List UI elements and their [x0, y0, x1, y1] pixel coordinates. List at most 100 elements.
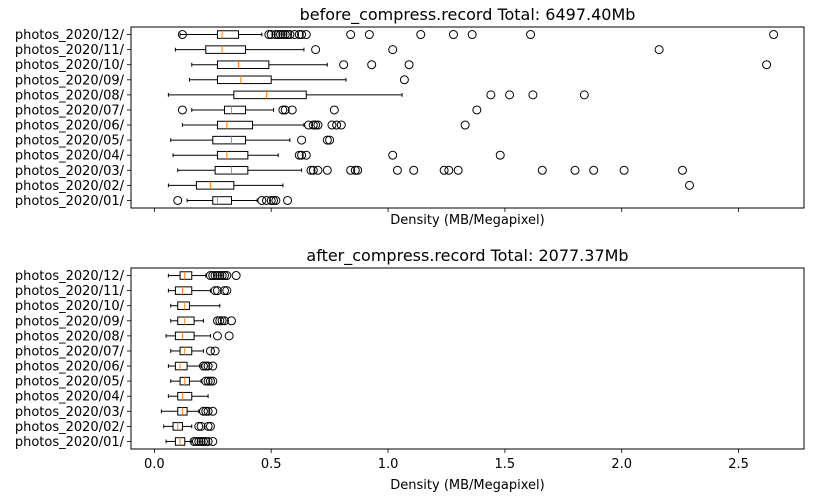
flier-point: [198, 361, 208, 371]
flier-point: [194, 421, 204, 431]
flier-point: [287, 105, 297, 115]
flier-point: [448, 30, 458, 40]
y-tick-label: photos_2020/04/: [15, 390, 125, 405]
flier-point: [212, 316, 222, 326]
flier-point: [570, 165, 580, 175]
flier-point: [212, 286, 222, 296]
flier-point: [364, 30, 374, 40]
flier-point: [404, 60, 414, 70]
flier-point: [208, 361, 218, 371]
flier-point: [271, 195, 281, 205]
y-tick-label: photos_2020/12/: [15, 28, 125, 43]
box: [216, 120, 254, 130]
y-tick-label: photos_2020/05/: [15, 375, 125, 390]
flier-point: [217, 271, 227, 281]
flier-point: [222, 271, 232, 281]
flier-point: [311, 120, 321, 130]
flier-point: [257, 195, 267, 205]
flier-point: [210, 286, 220, 296]
flier-point: [346, 30, 356, 40]
flier-point: [219, 316, 229, 326]
flier-point: [346, 165, 356, 175]
y-tick-label: photos_2020/03/: [15, 164, 125, 179]
flier-point: [526, 30, 536, 40]
flier-point: [208, 406, 218, 416]
flier-point: [332, 120, 342, 130]
flier-point: [205, 271, 215, 281]
flier-point: [208, 376, 218, 386]
flier-point: [278, 30, 288, 40]
y-tick-label: photos_2020/02/: [15, 179, 125, 194]
flier-point: [350, 165, 360, 175]
flier-point: [367, 60, 377, 70]
flier-point: [495, 150, 505, 160]
flier-point: [201, 361, 211, 371]
flier-point: [217, 316, 227, 326]
flier-point: [269, 195, 279, 205]
y-tick-label: photos_2020/07/: [15, 344, 125, 359]
x-tick-label: 1.5: [495, 457, 516, 472]
flier-point: [325, 135, 335, 145]
y-tick-label: photos_2020/12/: [15, 269, 125, 284]
flier-point: [203, 406, 213, 416]
flier-point: [203, 376, 213, 386]
y-tick-label: photos_2020/05/: [15, 134, 125, 149]
flier-point: [203, 436, 213, 446]
flier-point: [201, 436, 211, 446]
flier-point: [203, 361, 213, 371]
flier-point: [528, 90, 538, 100]
x-tick-label: 2.5: [728, 457, 749, 472]
flier-point: [304, 120, 314, 130]
flier-point: [579, 90, 589, 100]
y-tick-label: photos_2020/11/: [15, 43, 125, 58]
flier-point: [201, 406, 211, 416]
box: [223, 105, 247, 115]
flier-point: [177, 30, 187, 40]
flier-point: [283, 30, 293, 40]
box: [177, 301, 190, 310]
x-tick-label: 0.0: [144, 457, 165, 472]
y-tick-label: photos_2020/10/: [15, 58, 125, 73]
flier-point: [306, 165, 316, 175]
flier-point: [297, 30, 307, 40]
flier-point: [313, 165, 323, 175]
flier-point: [769, 30, 779, 40]
y-tick-label: photos_2020/09/: [15, 73, 125, 88]
flier-point: [212, 271, 222, 281]
flier-point: [505, 90, 515, 100]
flier-point: [308, 120, 318, 130]
y-tick-label: photos_2020/09/: [15, 314, 125, 329]
flier-point: [486, 90, 496, 100]
box: [195, 181, 235, 190]
box: [179, 271, 193, 280]
flier-point: [203, 421, 213, 431]
flier-point: [336, 120, 346, 130]
flier-point: [173, 195, 183, 205]
flier-point: [212, 331, 222, 341]
flier-point: [210, 271, 220, 281]
flier-point: [222, 286, 232, 296]
flier-point: [297, 135, 307, 145]
y-tick-label: photos_2020/03/: [15, 405, 125, 420]
flier-point: [205, 376, 215, 386]
flier-point: [684, 180, 694, 190]
flier-point: [589, 165, 599, 175]
flier-point: [467, 30, 477, 40]
flier-point: [215, 271, 225, 281]
flier-point: [198, 436, 208, 446]
flier-point: [439, 165, 449, 175]
box: [174, 286, 193, 295]
y-tick-label: photos_2020/02/: [15, 420, 125, 435]
y-tick-label: photos_2020/01/: [15, 194, 125, 209]
box: [216, 150, 249, 160]
flier-point: [353, 165, 363, 175]
y-tick-label: photos_2020/01/: [15, 435, 125, 450]
flier-point: [762, 60, 772, 70]
x-tick-label: 2.0: [611, 457, 632, 472]
flier-point: [191, 436, 201, 446]
flier-point: [266, 30, 276, 40]
box: [216, 75, 272, 85]
flier-point: [399, 75, 409, 85]
flier-point: [409, 165, 419, 175]
